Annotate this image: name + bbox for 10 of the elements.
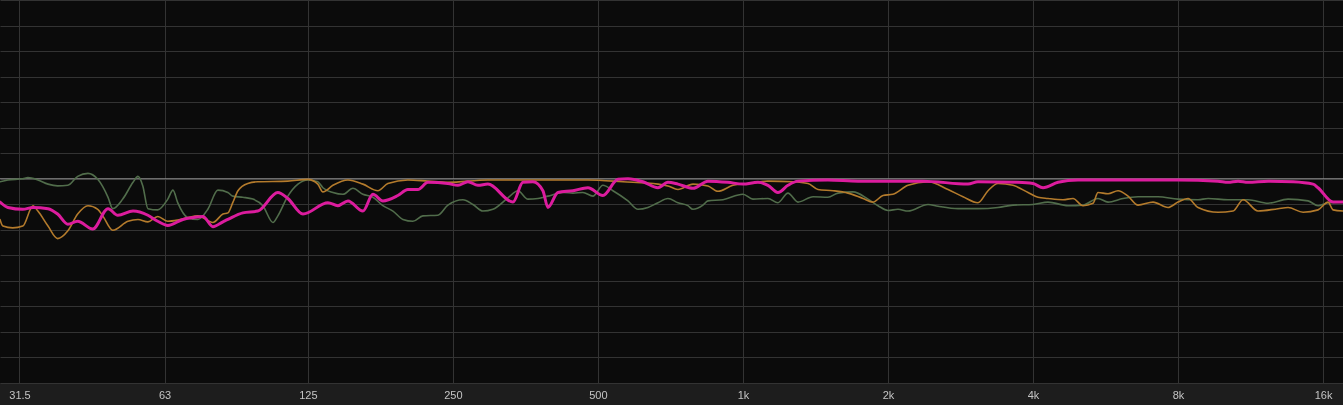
x-tick-label: 2k — [882, 388, 895, 401]
x-tick-label: 8k — [1172, 388, 1185, 401]
x-tick-label: 125 — [299, 388, 318, 401]
x-tick-label: 1k — [737, 388, 750, 401]
x-tick-label: 4k — [1027, 388, 1040, 401]
x-tick-label: 16k — [1314, 388, 1333, 401]
x-tick-label: 250 — [444, 388, 463, 401]
x-tick-label: 31.5 — [9, 388, 31, 401]
x-tick-label: 500 — [589, 388, 608, 401]
x-tick-label: 63 — [158, 388, 172, 401]
